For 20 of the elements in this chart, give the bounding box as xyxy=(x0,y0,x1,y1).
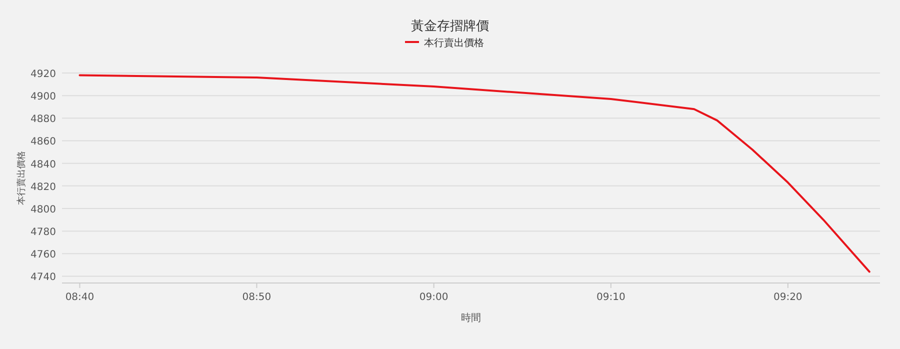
y-tick-label: 4840 xyxy=(30,159,56,170)
x-tick-label: 09:20 xyxy=(773,292,802,303)
y-tick-label: 4800 xyxy=(30,204,56,216)
y-tick-label: 4740 xyxy=(30,272,56,284)
y-tick-label: 4920 xyxy=(30,69,56,80)
legend-label: 本行賣出價格 xyxy=(424,37,484,49)
y-tick-label: 4860 xyxy=(30,136,56,148)
x-tick-label: 08:50 xyxy=(242,292,272,303)
x-tick-label: 09:00 xyxy=(419,292,448,303)
line-series xyxy=(78,74,870,273)
x-axis-title: 時間 xyxy=(461,312,481,324)
x-tick-label: 08:40 xyxy=(65,292,94,303)
chart-title: 黃金存摺牌價 xyxy=(411,19,489,34)
x-tick-label: 09:10 xyxy=(596,292,626,303)
y-axis-title: 本行賣出價格 xyxy=(16,151,27,205)
y-tick-label: 4780 xyxy=(30,227,56,238)
y-tick-label: 4900 xyxy=(30,92,56,103)
y-tick-label: 4880 xyxy=(30,114,56,126)
y-tick-label: 4760 xyxy=(30,250,56,261)
y-tick-label: 4820 xyxy=(30,182,56,193)
